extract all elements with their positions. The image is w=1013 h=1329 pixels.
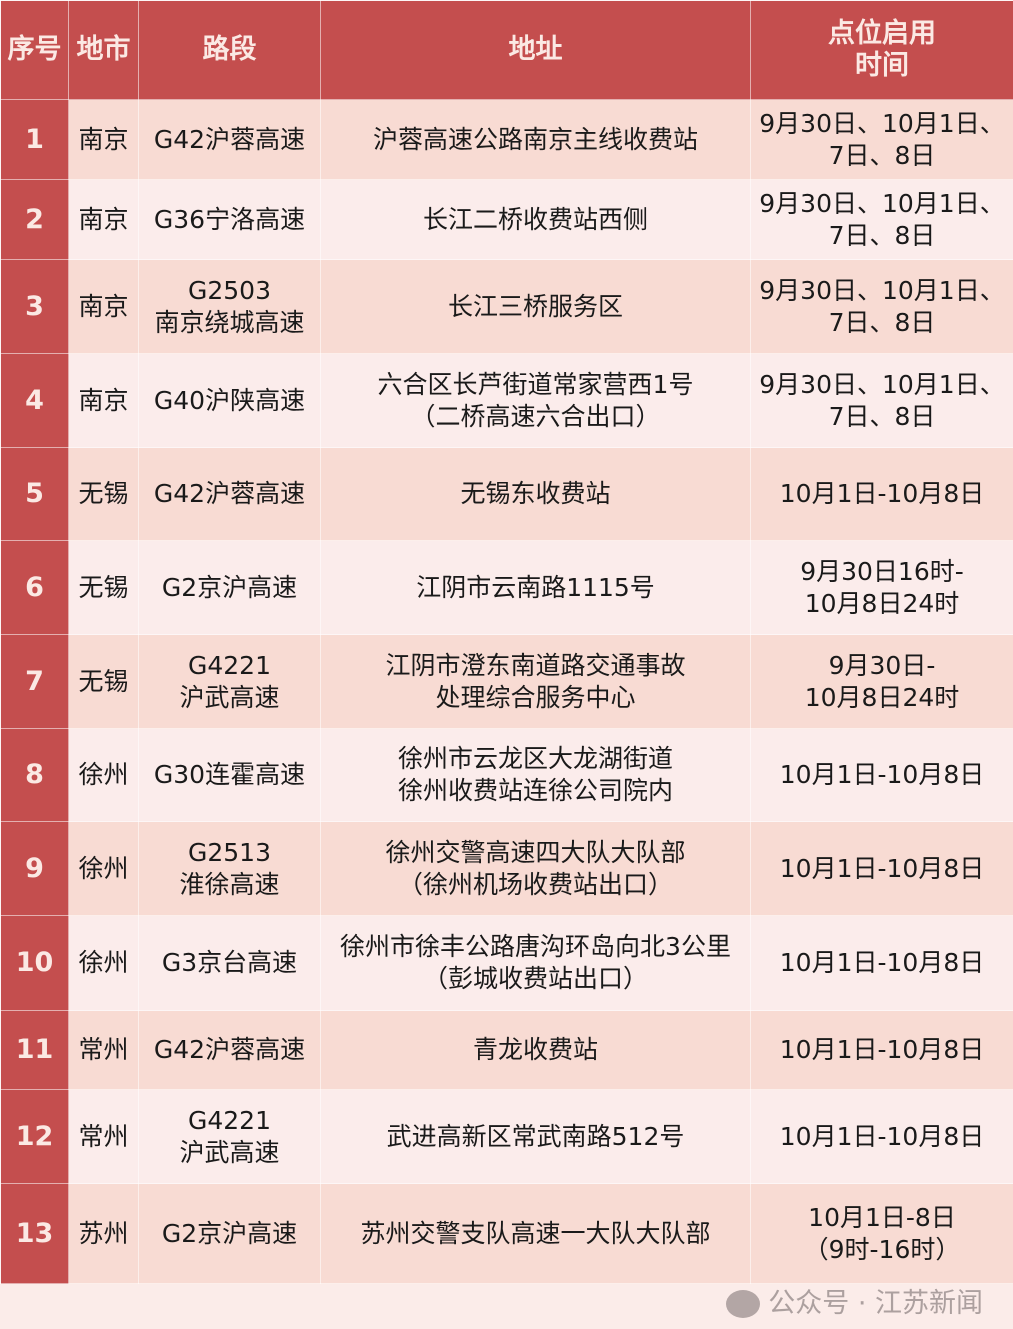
table-row: 1 南京 G42沪蓉高速 沪蓉高速公路南京主线收费站 9月30日、10月1日、 7日、8日	[0, 99, 1013, 180]
watermark-bar: 公众号 · 江苏新闻	[0, 1284, 1013, 1324]
cell-address: 沪蓉高速公路南京主线收费站	[320, 99, 751, 180]
cell-index: 5	[0, 447, 69, 541]
cell-index: 6	[0, 540, 69, 635]
cell-time: 10月1日-10月8日	[750, 1089, 1013, 1184]
header-address: 地址	[320, 0, 751, 100]
cell-index: 13	[0, 1183, 69, 1284]
cell-address: 江阴市澄东南道路交通事故 处理综合服务中心	[320, 634, 751, 729]
cell-address: 江阴市云南路1115号	[320, 540, 751, 635]
cell-city: 常州	[68, 1010, 139, 1090]
cell-city: 徐州	[68, 821, 139, 916]
table-header: 序号 地市 路段 地址 点位启用 时间	[0, 0, 1013, 100]
table-row: 3 南京 G2503 南京绕城高速 长江三桥服务区 9月30日、10月1日、 7日、8日	[0, 259, 1013, 354]
cell-index: 1	[0, 99, 69, 180]
cell-time: 10月1日-10月8日	[750, 915, 1013, 1011]
cell-city: 无锡	[68, 634, 139, 729]
cell-index: 10	[0, 915, 69, 1011]
cell-road: G36宁洛高速	[138, 179, 321, 260]
cell-time: 9月30日- 10月8日24时	[750, 634, 1013, 729]
watermark: 公众号 · 江苏新闻	[726, 1288, 983, 1320]
cell-index: 12	[0, 1089, 69, 1184]
cell-road: G2503 南京绕城高速	[138, 259, 321, 354]
cell-index: 7	[0, 634, 69, 729]
cell-address: 徐州交警高速四大队大队部 （徐州机场收费站出口）	[320, 821, 751, 916]
cell-city: 常州	[68, 1089, 139, 1184]
table-row: 4 南京 G40沪陕高速 六合区长芦街道常家营西1号 （二桥高速六合出口） 9月30日、1…	[0, 353, 1013, 448]
cell-road: G4221 沪武高速	[138, 1089, 321, 1184]
cell-time: 10月1日-10月8日	[750, 821, 1013, 916]
cell-address: 苏州交警支队高速一大队大队部	[320, 1183, 751, 1284]
cell-address: 无锡东收费站	[320, 447, 751, 541]
cell-city: 无锡	[68, 540, 139, 635]
cell-time: 9月30日、10月1日、 7日、8日	[750, 179, 1013, 260]
table-row: 7 无锡 G4221 沪武高速 江阴市澄东南道路交通事故 处理综合服务中心 9月30日- 10…	[0, 634, 1013, 729]
cell-road: G2京沪高速	[138, 540, 321, 635]
cell-time: 10月1日-10月8日	[750, 447, 1013, 541]
cell-time: 9月30日、10月1日、 7日、8日	[750, 353, 1013, 448]
cell-index: 9	[0, 821, 69, 916]
cell-road: G4221 沪武高速	[138, 634, 321, 729]
cell-road: G42沪蓉高速	[138, 1010, 321, 1090]
cell-city: 南京	[68, 259, 139, 354]
table-row: 13 苏州 G2京沪高速 苏州交警支队高速一大队大队部 10月1日-8日 （9时-16时）	[0, 1183, 1013, 1284]
cell-time: 9月30日16时- 10月8日24时	[750, 540, 1013, 635]
cell-time: 10月1日-10月8日	[750, 728, 1013, 822]
cell-address: 长江二桥收费站西侧	[320, 179, 751, 260]
cell-index: 8	[0, 728, 69, 822]
cell-road: G2京沪高速	[138, 1183, 321, 1284]
cell-city: 南京	[68, 99, 139, 180]
header-time: 点位启用 时间	[750, 0, 1013, 100]
cell-address: 六合区长芦街道常家营西1号 （二桥高速六合出口）	[320, 353, 751, 448]
cell-address: 青龙收费站	[320, 1010, 751, 1090]
cell-index: 11	[0, 1010, 69, 1090]
table-row: 9 徐州 G2513 淮徐高速 徐州交警高速四大队大队部 （徐州机场收费站出口） 10月1日…	[0, 821, 1013, 916]
table-row: 10 徐州 G3京台高速 徐州市徐丰公路唐沟环岛向北3公里 （彭城收费站出口） 10月1日…	[0, 915, 1013, 1011]
cell-index: 3	[0, 259, 69, 354]
cell-index: 2	[0, 179, 69, 260]
cell-city: 南京	[68, 353, 139, 448]
cell-road: G2513 淮徐高速	[138, 821, 321, 916]
cell-time: 10月1日-8日 （9时-16时）	[750, 1183, 1013, 1284]
cell-time: 9月30日、10月1日、 7日、8日	[750, 99, 1013, 180]
cell-city: 徐州	[68, 728, 139, 822]
cell-index: 4	[0, 353, 69, 448]
table-row: 12 常州 G4221 沪武高速 武进高新区常武南路512号 10月1日-10月8日	[0, 1089, 1013, 1184]
header-index: 序号	[0, 0, 69, 100]
cell-address: 长江三桥服务区	[320, 259, 751, 354]
header-city: 地市	[68, 0, 139, 100]
table-row: 8 徐州 G30连霍高速 徐州市云龙区大龙湖街道 徐州收费站连徐公司院内 10月1日-10…	[0, 728, 1013, 822]
table-row: 11 常州 G42沪蓉高速 青龙收费站 10月1日-10月8日	[0, 1010, 1013, 1090]
cell-address: 武进高新区常武南路512号	[320, 1089, 751, 1184]
cell-road: G42沪蓉高速	[138, 99, 321, 180]
cell-address: 徐州市云龙区大龙湖街道 徐州收费站连徐公司院内	[320, 728, 751, 822]
cell-road: G30连霍高速	[138, 728, 321, 822]
table-row: 2 南京 G36宁洛高速 长江二桥收费站西侧 9月30日、10月1日、 7日、8日	[0, 179, 1013, 260]
cell-road: G40沪陕高速	[138, 353, 321, 448]
cell-time: 9月30日、10月1日、 7日、8日	[750, 259, 1013, 354]
cell-address: 徐州市徐丰公路唐沟环岛向北3公里 （彭城收费站出口）	[320, 915, 751, 1011]
cell-time: 10月1日-10月8日	[750, 1010, 1013, 1090]
header-road: 路段	[138, 0, 321, 100]
table-row: 5 无锡 G42沪蓉高速 无锡东收费站 10月1日-10月8日	[0, 447, 1013, 541]
checkpoint-table: 序号 地市 路段 地址 点位启用 时间 1 南京 G42沪蓉高速 沪蓉高速公路南京主线收…	[0, 0, 1013, 1284]
cell-city: 苏州	[68, 1183, 139, 1284]
cell-road: G3京台高速	[138, 915, 321, 1011]
cell-city: 南京	[68, 179, 139, 260]
cell-road: G42沪蓉高速	[138, 447, 321, 541]
table-row: 6 无锡 G2京沪高速 江阴市云南路1115号 9月30日16时- 10月8日24时	[0, 540, 1013, 635]
cell-city: 徐州	[68, 915, 139, 1011]
wechat-icon	[726, 1290, 761, 1318]
cell-city: 无锡	[68, 447, 139, 541]
